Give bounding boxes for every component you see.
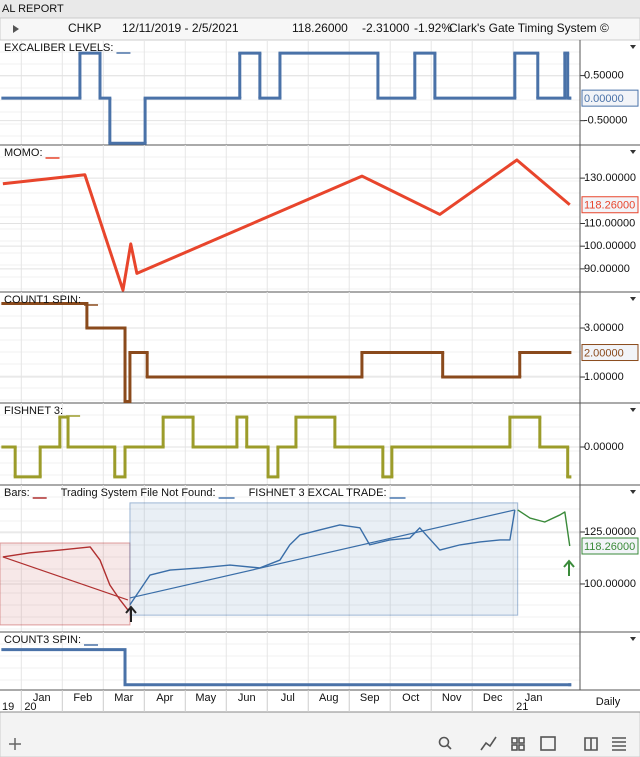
trend-line: [129, 509, 515, 599]
y-tick-label: 130.00000: [584, 172, 636, 184]
legend-label: FISHNET 3 EXCAL TRADE:: [249, 487, 387, 499]
current-value-label: 118.26000: [584, 541, 635, 553]
current-value-box: [581, 537, 639, 555]
x-tick-label: Mar: [114, 692, 133, 704]
period[interactable]: Daily: [596, 696, 621, 708]
toolbar: [0, 17, 640, 41]
symbol: CHKP: [68, 21, 101, 35]
change-pct: -1.92%: [414, 21, 452, 35]
panel-menu[interactable]: [630, 297, 636, 301]
panel-menu[interactable]: [630, 45, 636, 49]
chart-icon[interactable]: [480, 736, 497, 751]
grid-icon[interactable]: [511, 737, 518, 744]
signal-arrow: [563, 559, 575, 576]
x-tick-label: Feb: [73, 692, 92, 704]
add-button[interactable]: [9, 738, 21, 750]
panel-icon[interactable]: [540, 736, 556, 751]
window-title: AL REPORT: [2, 3, 64, 15]
x-tick-label: Oct: [402, 692, 419, 704]
x-tick-label: Jun: [238, 692, 256, 704]
x-tick-label: Apr: [156, 692, 173, 704]
menu-icon[interactable]: [612, 737, 626, 751]
panel-title: FISHNET 3:: [4, 405, 63, 417]
grid-icon-3: [511, 744, 518, 751]
series-line: [2, 158, 571, 292]
period-box: [580, 690, 640, 712]
change: -2.31000: [362, 21, 410, 35]
date-range: 12/11/2019 - 2/5/2021: [122, 21, 239, 35]
y-tick-label: 0.00000: [584, 441, 624, 453]
panel-title: Bars:: [4, 487, 30, 499]
year-label: 20: [24, 701, 36, 713]
x-tick-label: Jan: [33, 692, 51, 704]
y-tick-label: 100.00000: [584, 240, 636, 252]
y-tick-label: 3.00000: [584, 322, 624, 334]
buy-arrow: [125, 605, 137, 622]
panel-title: EXCALIBER LEVELS:: [4, 42, 113, 54]
trend-line: [2, 556, 129, 601]
legend-label: Trading System File Not Found:: [61, 487, 216, 499]
current-value-box: [581, 196, 639, 214]
bottom-toolbar: [0, 711, 640, 757]
panel-menu[interactable]: [630, 408, 636, 412]
y-tick-label: 125.00000: [584, 526, 636, 538]
book-icon[interactable]: [584, 737, 598, 751]
last-price: 118.26000: [292, 21, 348, 35]
nav-arrow[interactable]: [6, 25, 19, 33]
current-value-box: [581, 89, 639, 107]
series-line: [517, 509, 571, 547]
x-tick-label: May: [195, 692, 216, 704]
series-line: [2, 546, 129, 611]
y-tick-label: 100.00000: [584, 578, 636, 590]
trade-zone: [129, 502, 519, 616]
x-tick-label: Jul: [281, 692, 295, 704]
year-label: 21: [516, 701, 528, 713]
current-value-label: 118.26000: [584, 200, 635, 212]
series-line: [129, 509, 516, 606]
x-tick-label: Nov: [442, 692, 462, 704]
grid-icon-2: [518, 737, 525, 744]
y-tick-label: -0.50000: [584, 115, 627, 127]
x-tick-label: Sep: [360, 692, 380, 704]
panel-menu[interactable]: [630, 637, 636, 641]
y-tick-label: 90.00000: [584, 263, 630, 275]
year-label: 19: [2, 701, 14, 713]
panel-title: COUNT3 SPIN:: [4, 634, 81, 646]
panel-menu[interactable]: [630, 490, 636, 494]
x-tick-label: Dec: [483, 692, 503, 704]
trade-zone: [0, 542, 131, 626]
y-tick-label: 110.00000: [584, 217, 635, 229]
y-tick-label: 1.00000: [584, 371, 624, 383]
x-tick-label: Aug: [319, 692, 339, 704]
x-tick-label: Jan: [525, 692, 543, 704]
current-value-label: 0.00000: [584, 93, 624, 105]
panel-title: COUNT1 SPIN:: [4, 294, 81, 306]
panel-menu[interactable]: [630, 150, 636, 154]
title-bar: [0, 0, 640, 18]
y-tick-label: 0.50000: [584, 70, 624, 82]
current-value-box: [581, 344, 639, 362]
system-name: Clark's Gate Timing System ©: [449, 21, 609, 35]
search-handle: [446, 744, 452, 750]
grid-icon-4: [518, 744, 525, 751]
panel-title: MOMO:: [4, 147, 43, 159]
search-icon[interactable]: [438, 736, 450, 748]
current-value-label: 2.00000: [584, 347, 624, 359]
